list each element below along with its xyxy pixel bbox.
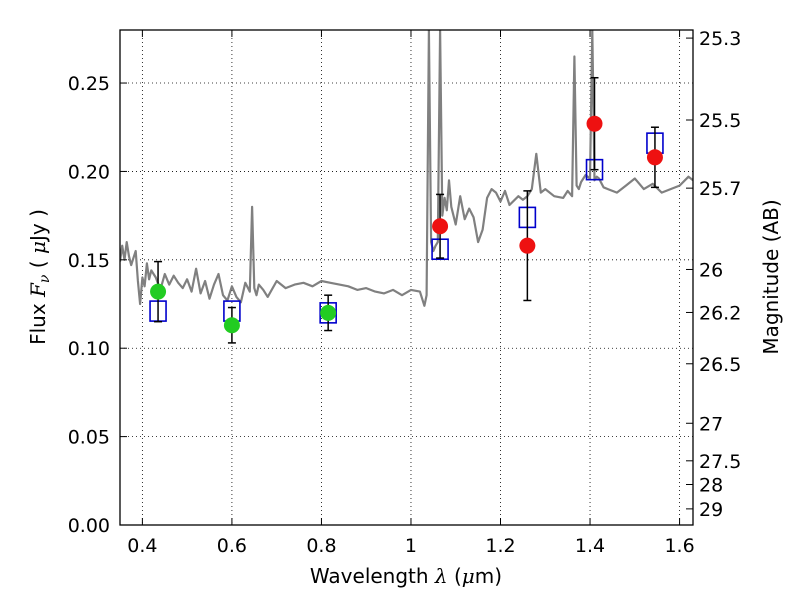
x-tick-label: 1.6: [664, 535, 694, 557]
y-tick-label: 0.20: [68, 161, 110, 183]
observed-point-green: [320, 304, 337, 321]
x-axis-title-prefix: Wavelength: [310, 564, 435, 588]
y-axis-title-subscript: ν: [37, 274, 53, 283]
y2-tick-label: 26: [699, 259, 723, 281]
y2-tick-label: 25.7: [699, 178, 741, 200]
plot-frame: [119, 29, 694, 526]
y-tick-label: 0.15: [68, 250, 110, 272]
model-spectrum-line: [120, 30, 693, 307]
y2-tick-label: 27.5: [699, 451, 741, 473]
y2-tick-label: 29: [699, 499, 723, 521]
y-tick-label: 0.00: [68, 515, 110, 537]
y2-tick-label: 26.2: [699, 302, 741, 324]
x-tick-label: 1.4: [575, 535, 605, 557]
observed-point-red: [586, 115, 603, 132]
x-tick-label: 0.4: [127, 535, 157, 557]
x-axis-title: Wavelength λ (μm): [310, 564, 502, 588]
x-axis-title-open: (: [448, 564, 462, 588]
y2-tick-label: 26.5: [699, 354, 741, 376]
y2-tick-label: 28: [699, 475, 723, 497]
x-axis-title-unit: m): [475, 564, 502, 588]
x-tick-label: 0.8: [306, 535, 336, 557]
y-axis-title: Flux Fν ( μJy ): [26, 209, 53, 345]
y-axis-title-open: (: [26, 254, 50, 275]
y-axis-title-symbol: F: [26, 282, 50, 298]
observed-point-green: [150, 283, 167, 300]
axis-tick-labels: 0.4 0.6 0.8 1 1.2 1.4 1.6 0.00 0.05 0.10 0.15 0.20 0…: [68, 28, 742, 557]
y2-tick-label: 25.5: [699, 110, 741, 132]
observed-point-red: [646, 149, 663, 166]
x-axis-title-symbol: λ: [434, 564, 448, 588]
observed-point-green: [223, 317, 240, 334]
y-tick-label: 0.05: [68, 427, 110, 449]
y2-tick-label: 25.3: [699, 28, 741, 50]
y-axis-title-prefix: Flux: [26, 297, 50, 345]
x-axis-title-unit-symbol: μ: [462, 564, 475, 588]
x-tick-label: 1: [405, 535, 417, 557]
y-tick-label: 0.10: [68, 338, 110, 360]
y-axis-title-unit-symbol: μ: [26, 241, 50, 254]
observed-point-red: [432, 218, 449, 235]
plot-data: [120, 30, 693, 344]
y2-axis-title: Magnitude (AB): [759, 199, 783, 354]
x-tick-label: 1.2: [485, 535, 515, 557]
axis-ticks: [120, 30, 693, 526]
y-tick-label: 0.25: [68, 73, 110, 95]
observed-point-red: [519, 237, 536, 254]
y-axis-title-unit: Jy ): [26, 209, 50, 243]
y2-tick-label: 27: [699, 413, 723, 435]
grid-lines: [120, 30, 693, 526]
x-tick-label: 0.6: [217, 535, 247, 557]
